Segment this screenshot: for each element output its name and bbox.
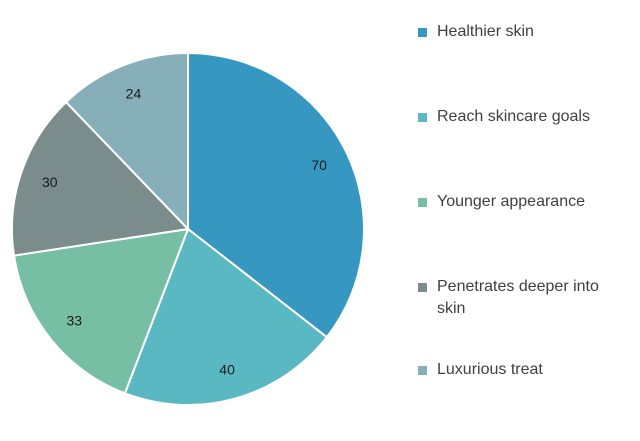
legend-swatch: [418, 366, 427, 375]
pie-chart: 70 40 33 30 24: [11, 51, 365, 406]
pie-slice-healthier-skin: [187, 51, 365, 339]
pie-slice-luxurious-treat: [64, 51, 189, 232]
legend-swatch: [418, 113, 427, 122]
legend-label: Healthier skin: [437, 23, 534, 40]
pie-slice-penetrates-deeper-into-skin: [11, 100, 191, 257]
legend-label: Reach skincare goals: [437, 108, 590, 125]
legend-label: Luxurious treat: [437, 361, 543, 378]
legend-swatch: [418, 283, 427, 292]
data-label: 40: [219, 362, 235, 378]
data-label: 30: [42, 174, 58, 190]
legend-label: Younger appearance: [437, 193, 585, 210]
legend-label-line2: skin: [437, 300, 466, 317]
data-label: 24: [126, 86, 142, 102]
pie-slice-younger-appearance: [12, 227, 190, 395]
legend-swatch: [418, 198, 427, 207]
data-label: 33: [66, 313, 82, 329]
legend-label: Penetrates deeper into: [437, 278, 599, 295]
data-label: 70: [311, 157, 327, 173]
pie-slice-reach-skincare-goals: [123, 227, 329, 406]
legend-swatch: [418, 28, 427, 37]
